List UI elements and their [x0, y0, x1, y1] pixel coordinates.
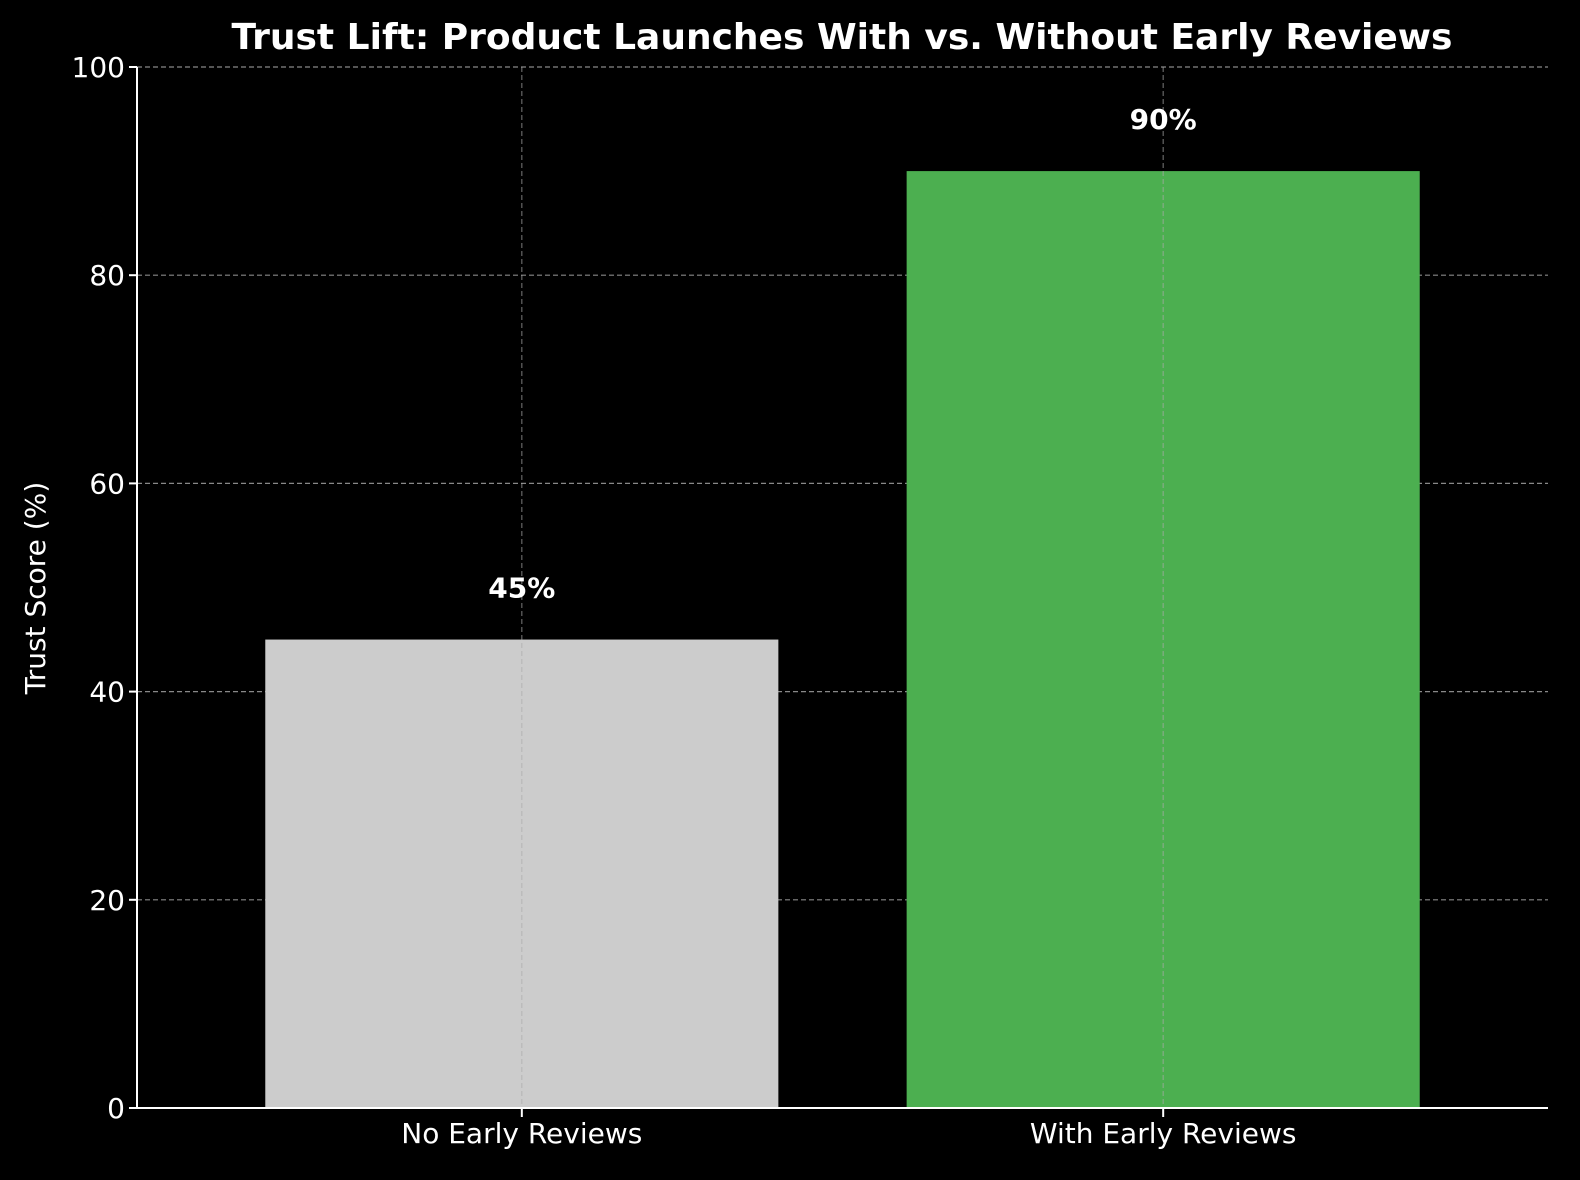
y-tick-label: 100: [72, 51, 125, 84]
y-tick-label: 20: [89, 884, 125, 917]
y-tick-label: 0: [107, 1092, 125, 1125]
x-tick-label: No Early Reviews: [401, 1117, 642, 1150]
y-tick-label: 80: [89, 259, 125, 292]
chart-title: Trust Lift: Product Launches With vs. Wi…: [232, 17, 1453, 58]
y-tick-label: 40: [89, 676, 125, 709]
labels: 0 20 40 60 80 100 No Early Reviews 45% With Earl…: [72, 51, 1297, 1150]
data-label: 90%: [1130, 103, 1197, 136]
data-label: 45%: [488, 572, 555, 605]
x-tick-label: With Early Reviews: [1030, 1117, 1297, 1150]
vertical-grid: [521, 67, 1164, 1108]
axes: [129, 66, 1548, 1117]
bars: [265, 171, 1420, 1109]
y-axis-label: Trust Score (%): [19, 482, 52, 696]
y-tick-label: 60: [89, 467, 125, 500]
